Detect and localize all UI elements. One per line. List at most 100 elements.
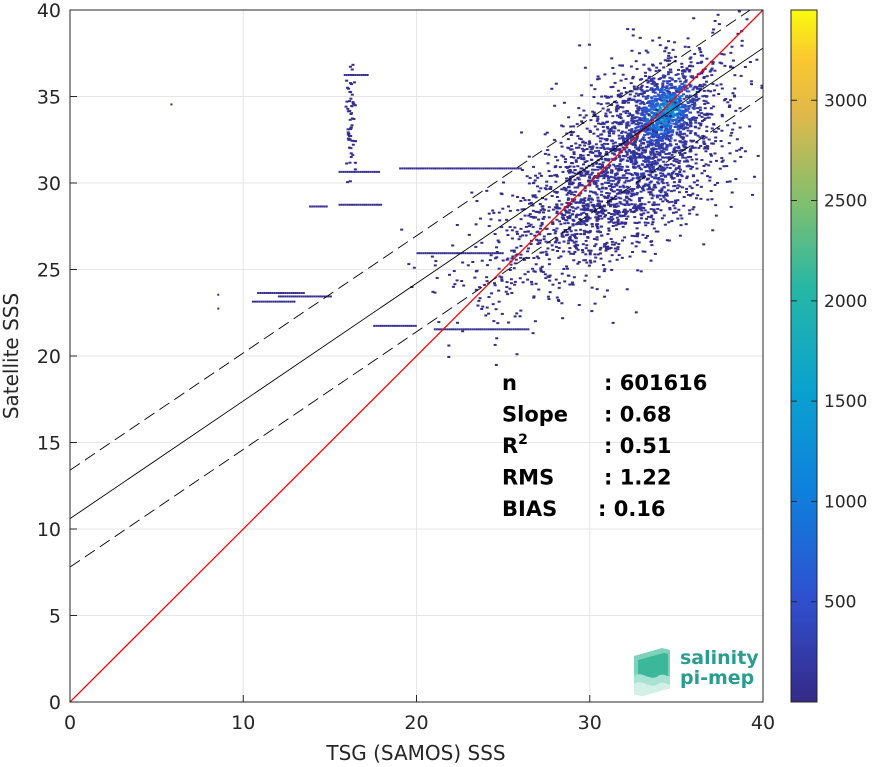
- colorbar-tick-label: 1500: [824, 392, 867, 412]
- density-cell: [697, 97, 701, 100]
- density-cell: [538, 227, 542, 230]
- density-cell: [658, 194, 662, 197]
- density-cell: [570, 281, 574, 284]
- density-cell: [731, 66, 735, 69]
- density-cell: [561, 216, 565, 219]
- density-cell: [532, 256, 536, 259]
- density-cell: [519, 328, 522, 331]
- density-cell: [702, 113, 706, 116]
- density-cell: [571, 162, 575, 165]
- density-cell: [572, 219, 576, 222]
- density-cell: [716, 13, 720, 16]
- density-cell: [637, 149, 641, 152]
- density-cell: [676, 114, 680, 117]
- density-cell: [733, 87, 737, 90]
- density-cell: [705, 57, 709, 60]
- density-cell: [646, 102, 650, 105]
- density-cell: [695, 184, 699, 187]
- density-cell: [598, 140, 602, 143]
- density-cell: [678, 151, 682, 154]
- density-cell: [685, 94, 689, 97]
- density-cell: [527, 182, 531, 185]
- density-cell: [539, 187, 543, 190]
- density-cell: [704, 150, 708, 153]
- density-cell: [648, 108, 652, 111]
- density-cell: [607, 192, 611, 195]
- density-cell: [687, 46, 691, 49]
- density-cell: [348, 161, 352, 164]
- density-cell: [592, 180, 596, 183]
- density-cell: [588, 184, 592, 187]
- density-cell: [698, 87, 702, 90]
- density-cell: [632, 151, 636, 154]
- density-cell: [665, 99, 669, 102]
- density-cell: [684, 79, 688, 82]
- density-cell: [670, 190, 674, 193]
- density-cell: [353, 203, 356, 206]
- density-cell: [492, 328, 495, 331]
- density-cell: [704, 80, 708, 83]
- density-cell: [659, 135, 663, 138]
- density-cell: [739, 155, 743, 158]
- density-cell: [657, 176, 661, 179]
- density-cell: [633, 116, 637, 119]
- density-cell: [630, 203, 634, 206]
- density-cell: [624, 112, 628, 115]
- density-cell: [591, 225, 595, 228]
- density-cell: [475, 269, 479, 272]
- density-cell: [646, 221, 650, 224]
- density-cell: [500, 328, 503, 331]
- density-cell: [680, 217, 684, 220]
- density-cell: [638, 78, 642, 81]
- density-cell: [632, 188, 636, 191]
- density-cell: [621, 225, 625, 228]
- density-cell: [615, 202, 619, 205]
- density-cell: [598, 175, 602, 178]
- density-cell: [603, 148, 607, 151]
- density-cell: [505, 286, 509, 289]
- density-cell: [683, 142, 687, 145]
- density-cell: [669, 82, 673, 85]
- density-cell: [672, 170, 676, 173]
- density-cell: [674, 97, 678, 100]
- density-cell: [557, 282, 561, 285]
- density-cell: [652, 89, 656, 92]
- density-cell: [700, 120, 704, 123]
- density-cell: [639, 208, 643, 211]
- density-cell: [435, 328, 438, 331]
- density-cell: [553, 174, 557, 177]
- density-cell: [514, 254, 518, 257]
- density-cell: [624, 78, 628, 81]
- density-cell: [719, 140, 723, 143]
- density-cell: [625, 201, 629, 204]
- density-cell: [579, 153, 583, 156]
- density-cell: [651, 147, 655, 150]
- density-cell: [611, 179, 615, 182]
- density-cell: [678, 180, 682, 183]
- density-cell: [515, 167, 518, 170]
- density-cell: [586, 207, 590, 210]
- density-cell: [608, 179, 612, 182]
- density-cell: [506, 257, 510, 260]
- density-cell: [652, 155, 656, 158]
- stat-label: Slope: [502, 403, 568, 427]
- density-cell: [630, 192, 634, 195]
- density-cell: [609, 147, 613, 150]
- density-cell: [351, 170, 354, 173]
- density-cell: [688, 212, 692, 215]
- density-cell: [729, 99, 733, 102]
- density-cell: [651, 129, 655, 132]
- density-cell: [262, 300, 265, 303]
- density-cell: [584, 216, 588, 219]
- density-cell: [625, 200, 629, 203]
- density-cell: [588, 253, 592, 256]
- density-cell: [685, 90, 689, 93]
- density-cell: [620, 222, 624, 225]
- density-cell: [593, 182, 597, 185]
- density-cell: [607, 227, 611, 230]
- density-cell: [627, 198, 631, 201]
- density-cell: [684, 156, 688, 159]
- density-cell: [633, 130, 637, 133]
- density-cell: [602, 142, 606, 145]
- density-cell: [581, 141, 585, 144]
